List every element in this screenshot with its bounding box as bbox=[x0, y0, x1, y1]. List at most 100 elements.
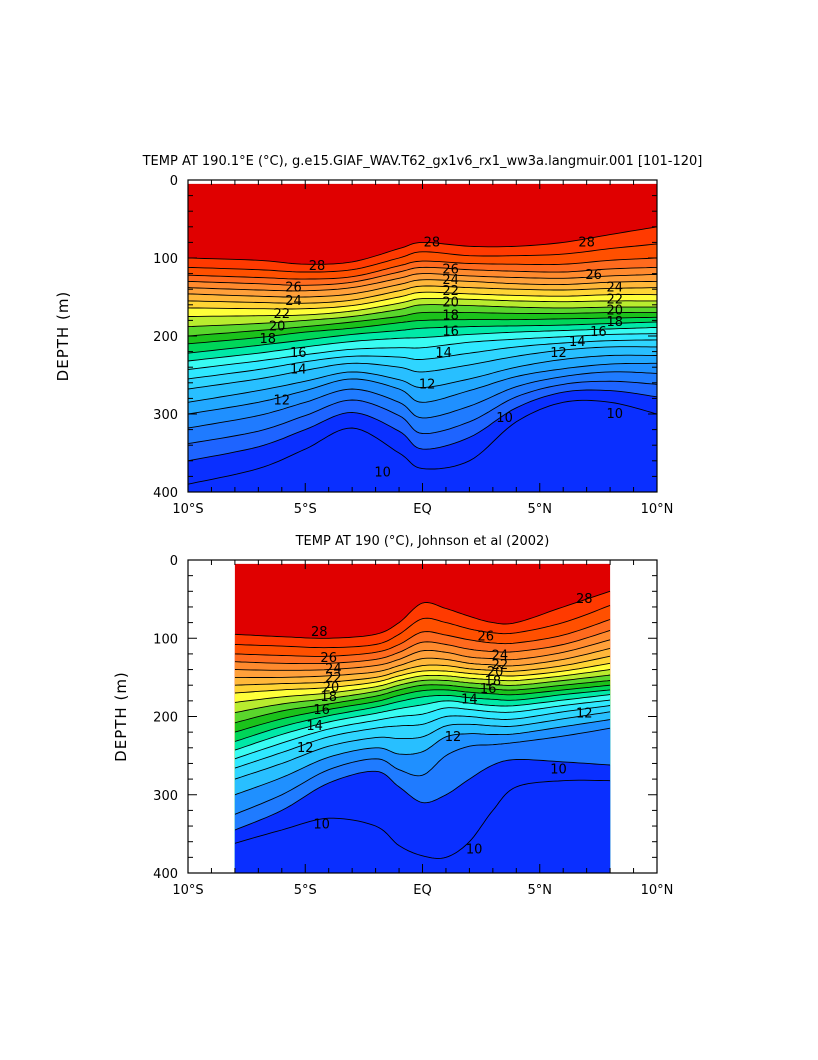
contour-label: 18 bbox=[607, 315, 624, 330]
contour-label: 22 bbox=[325, 671, 342, 686]
contour-label: 20 bbox=[269, 320, 286, 335]
isotherm-19 bbox=[188, 304, 657, 328]
isotherm-18 bbox=[188, 311, 657, 337]
isotherm-17 bbox=[188, 316, 657, 345]
isotherm-28 bbox=[234, 590, 611, 639]
contour-label: 14 bbox=[290, 363, 307, 378]
contour-label: 20 bbox=[607, 303, 624, 318]
fill-band-below-10 bbox=[234, 780, 611, 873]
x-tick-label: 10°S bbox=[172, 502, 203, 517]
isotherm-18 bbox=[234, 680, 611, 724]
isotherm-16 bbox=[188, 321, 657, 354]
y-axis-label: DEPTH (m) bbox=[54, 291, 72, 382]
x-tick-label: 10°N bbox=[641, 502, 674, 517]
contour-label: 18 bbox=[259, 332, 276, 347]
isotherm-20 bbox=[188, 297, 657, 317]
isotherm-27 bbox=[234, 604, 611, 649]
chart-title: TEMP AT 190 (°C), Johnson et al (2002) bbox=[295, 534, 550, 549]
contour-label: 26 bbox=[285, 281, 302, 296]
contour-label: 28 bbox=[311, 625, 328, 640]
contour-label: 10 bbox=[607, 407, 624, 422]
contour-label: 20 bbox=[487, 665, 504, 680]
y-tick-label: 400 bbox=[153, 486, 178, 501]
y-tick-label: 400 bbox=[153, 867, 178, 882]
isotherm-23 bbox=[234, 647, 611, 678]
contour-label: 18 bbox=[485, 674, 502, 689]
contour-label: 28 bbox=[309, 259, 326, 274]
x-tick-label: 5°S bbox=[294, 502, 317, 517]
isotherm-15 bbox=[188, 326, 657, 362]
isotherm-10 bbox=[188, 399, 657, 485]
contour-label: 12 bbox=[419, 377, 436, 392]
isotherm-12 bbox=[234, 711, 611, 780]
y-tick-label: 100 bbox=[153, 632, 178, 647]
contour-label: 22 bbox=[607, 292, 624, 307]
panel-observations: 2828262624242222202018181616141412121210… bbox=[112, 534, 673, 898]
y-tick-label: 300 bbox=[153, 789, 178, 804]
contour-label: 24 bbox=[442, 273, 459, 288]
contour-label: 10 bbox=[466, 843, 483, 858]
isotherm-10.2 bbox=[188, 389, 657, 462]
isotherm-11 bbox=[188, 354, 657, 403]
isotherm-14 bbox=[234, 699, 611, 760]
isotherm-24 bbox=[234, 639, 611, 671]
contour-label: 12 bbox=[445, 730, 462, 745]
contour-label: 28 bbox=[578, 235, 595, 250]
contour-label: 26 bbox=[442, 263, 459, 278]
isotherm-23 bbox=[188, 279, 657, 298]
axis-ticks bbox=[187, 179, 658, 493]
x-tick-label: 10°S bbox=[172, 883, 203, 898]
contour-lines bbox=[188, 226, 657, 485]
isotherm-13 bbox=[188, 339, 657, 380]
contour-label: 12 bbox=[550, 346, 567, 361]
contour-label: 16 bbox=[313, 703, 330, 718]
isotherm-28 bbox=[188, 226, 657, 265]
isotherm-25 bbox=[234, 629, 611, 665]
contour-label: 10 bbox=[550, 763, 567, 778]
isotherm-17 bbox=[234, 684, 611, 733]
isotherm-12 bbox=[188, 346, 657, 390]
contour-label: 28 bbox=[424, 235, 441, 250]
contour-label: 14 bbox=[569, 335, 586, 350]
contour-label: 16 bbox=[290, 346, 307, 361]
contour-label: 12 bbox=[297, 741, 314, 756]
contour-fills bbox=[234, 563, 611, 873]
isotherm-26 bbox=[188, 257, 657, 280]
contour-lines bbox=[234, 590, 611, 859]
isotherm-24 bbox=[188, 273, 657, 292]
x-tick-label: 5°N bbox=[528, 883, 553, 898]
contour-label: 14 bbox=[435, 346, 452, 361]
contour-label: 10 bbox=[374, 466, 391, 481]
contour-label: 28 bbox=[576, 592, 593, 607]
isotherm-21 bbox=[234, 662, 611, 694]
x-tick-label: EQ bbox=[413, 502, 431, 517]
contour-label: 10 bbox=[313, 817, 330, 832]
y-axis-label: DEPTH (m) bbox=[112, 671, 130, 762]
isotherm-22 bbox=[234, 655, 611, 686]
isotherm-15 bbox=[234, 694, 611, 751]
fill-band-below-10 bbox=[188, 400, 657, 492]
isotherm-11 bbox=[234, 719, 611, 796]
contour-label: 16 bbox=[442, 324, 459, 339]
isotherm-16 bbox=[234, 689, 611, 742]
chart-title: TEMP AT 190.1°E (°C), g.e15.GIAF_WAV.T62… bbox=[142, 154, 703, 169]
contour-label: 26 bbox=[478, 630, 495, 645]
isotherm-10.4 bbox=[234, 759, 611, 831]
contour-label: 10 bbox=[496, 411, 513, 426]
y-tick-label: 100 bbox=[153, 252, 178, 267]
y-tick-label: 200 bbox=[153, 711, 178, 726]
contour-label: 24 bbox=[607, 281, 624, 296]
isotherm-20 bbox=[234, 669, 611, 703]
x-tick-label: 5°N bbox=[528, 502, 553, 517]
x-tick-label: 5°S bbox=[294, 883, 317, 898]
isotherm-10.7 bbox=[234, 727, 611, 815]
isotherm-27 bbox=[188, 243, 657, 273]
isotherm-22 bbox=[188, 285, 657, 304]
contour-label: 24 bbox=[492, 648, 509, 663]
isotherm-14 bbox=[188, 333, 657, 370]
isotherm-13 bbox=[234, 705, 611, 769]
isotherm-25 bbox=[188, 266, 657, 286]
isotherm-10.6 bbox=[188, 371, 657, 429]
